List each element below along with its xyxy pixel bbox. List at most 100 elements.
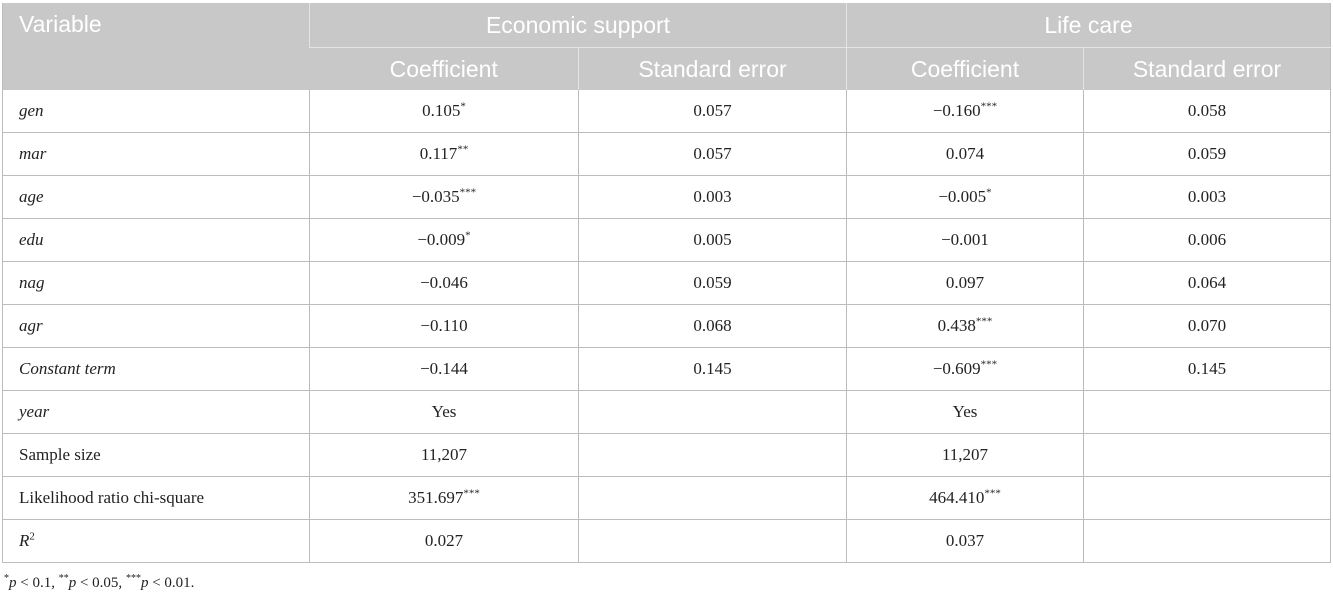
table-row: Constant term −0.144 0.145 −0.609*** 0.145 xyxy=(2,347,1331,391)
lc-coefficient-cell: 0.438*** xyxy=(846,304,1084,348)
table-row: Likelihood ratio chi-square 351.697*** 464… xyxy=(2,476,1331,520)
es-standard-error-cell-value: 0.059 xyxy=(693,273,732,292)
regression-table-container: Variable Economic support Life care Coef… xyxy=(2,3,1331,563)
lc-standard-error-cell-value: 0.059 xyxy=(1187,144,1227,163)
row-label-value: year xyxy=(19,402,50,421)
es-coefficient-cell-value: 351.697 xyxy=(408,488,464,507)
row-label: Sample size xyxy=(2,433,310,477)
row-label-value: Constant term xyxy=(19,359,116,378)
es-coefficient-cell: 11,207 xyxy=(309,433,579,477)
row-label-value: agr xyxy=(19,316,43,335)
lc-coefficient-cell-value: 11,207 xyxy=(941,445,989,464)
es-coefficient-cell-value: −0.009 xyxy=(417,230,466,249)
es-coefficient-cell-value: 0.117 xyxy=(419,144,458,163)
es-standard-error-cell: 0.145 xyxy=(578,347,847,391)
es-standard-error-cell: 0.057 xyxy=(578,132,847,176)
footnote-p-3: p xyxy=(140,575,149,591)
es-coefficient-cell-value: −0.046 xyxy=(420,273,468,292)
lc-standard-error-cell xyxy=(1083,519,1331,563)
es-coefficient-cell-significance: *** xyxy=(459,186,477,199)
row-label: Constant term xyxy=(2,347,310,391)
lc-coefficient-cell-value: 0.037 xyxy=(945,531,985,550)
es-standard-error-cell-value: 0.005 xyxy=(693,230,732,249)
row-label: Likelihood ratio chi-square xyxy=(2,476,310,520)
lc-coefficient-cell: −0.160*** xyxy=(846,90,1084,133)
row-label: edu xyxy=(2,218,310,262)
es-coefficient-cell: −0.144 xyxy=(309,347,579,391)
es-coefficient-cell-value: 11,207 xyxy=(420,445,468,464)
lc-coefficient-cell-value: −0.609 xyxy=(932,359,981,378)
lc-coefficient-cell: −0.001 xyxy=(846,218,1084,262)
header-lc-coefficient: Coefficient xyxy=(846,47,1084,90)
es-coefficient-cell-significance: * xyxy=(465,229,471,242)
es-coefficient-cell: 0.027 xyxy=(309,519,579,563)
header-es-coefficient: Coefficient xyxy=(309,47,579,90)
es-coefficient-cell-value: 0.027 xyxy=(424,531,464,550)
regression-table: Variable Economic support Life care Coef… xyxy=(2,3,1331,563)
lc-standard-error-cell: 0.058 xyxy=(1083,90,1331,133)
row-label-value: edu xyxy=(19,230,44,249)
lc-coefficient-cell-value: 0.097 xyxy=(945,273,985,292)
row-label-value: gen xyxy=(19,101,44,120)
es-standard-error-cell xyxy=(578,433,847,477)
footnote-threshold-3: < 0.01. xyxy=(148,575,195,591)
es-coefficient-cell-significance: * xyxy=(460,100,466,113)
lc-coefficient-cell-significance: *** xyxy=(975,315,993,328)
es-coefficient-cell-value: −0.035 xyxy=(411,187,460,206)
es-coefficient-cell-significance: *** xyxy=(463,487,480,500)
table-row: edu −0.009* 0.005 −0.001 0.006 xyxy=(2,218,1331,262)
lc-standard-error-cell: 0.006 xyxy=(1083,218,1331,262)
es-coefficient-cell: −0.110 xyxy=(309,304,579,348)
es-coefficient-cell: 351.697*** xyxy=(309,476,579,520)
lc-coefficient-cell-value: Yes xyxy=(952,402,978,421)
lc-coefficient-cell-value: −0.001 xyxy=(941,230,989,249)
es-coefficient-cell-value: Yes xyxy=(431,402,457,421)
lc-coefficient-cell-value: 0.074 xyxy=(945,144,985,163)
es-standard-error-cell-value: 0.068 xyxy=(693,316,732,335)
footnote-mark-2: ** xyxy=(58,573,69,584)
es-coefficient-cell-value: 0.105 xyxy=(422,101,461,120)
table-row: agr −0.110 0.068 0.438*** 0.070 xyxy=(2,304,1331,348)
es-standard-error-cell-value: 0.057 xyxy=(693,101,732,120)
lc-standard-error-cell-value: 0.006 xyxy=(1187,230,1227,249)
lc-coefficient-cell-significance: *** xyxy=(980,358,998,371)
lc-coefficient-cell-value: 0.438 xyxy=(937,316,976,335)
row-label-value: R xyxy=(19,531,30,550)
footnote-mark-1: * xyxy=(4,573,9,584)
footnote-threshold-2: < 0.05, xyxy=(76,575,126,591)
lc-standard-error-cell-value: 0.064 xyxy=(1187,273,1227,292)
header-lc-standard-error: Standard error xyxy=(1083,47,1331,90)
table-row: age −0.035*** 0.003 −0.005* 0.003 xyxy=(2,175,1331,219)
row-label: agr xyxy=(2,304,310,348)
lc-standard-error-cell-value: 0.003 xyxy=(1187,187,1227,206)
lc-coefficient-cell: 0.037 xyxy=(846,519,1084,563)
row-label: year xyxy=(2,390,310,434)
row-label-superscript: 2 xyxy=(29,530,35,543)
es-standard-error-cell: 0.057 xyxy=(578,90,847,133)
row-label-value: mar xyxy=(19,144,47,163)
header-es-standard-error: Standard error xyxy=(578,47,847,90)
es-standard-error-cell: 0.068 xyxy=(578,304,847,348)
table-row: mar 0.117** 0.057 0.074 0.059 xyxy=(2,132,1331,176)
lc-standard-error-cell-value: 0.070 xyxy=(1187,316,1227,335)
lc-standard-error-cell xyxy=(1083,476,1331,520)
es-standard-error-cell-value: 0.057 xyxy=(693,144,732,163)
lc-coefficient-cell: 11,207 xyxy=(846,433,1084,477)
row-label-value: nag xyxy=(19,273,45,292)
es-coefficient-cell: −0.009* xyxy=(309,218,579,262)
row-label: nag xyxy=(2,261,310,305)
lc-standard-error-cell: 0.070 xyxy=(1083,304,1331,348)
lc-standard-error-cell xyxy=(1083,390,1331,434)
es-standard-error-cell: 0.003 xyxy=(578,175,847,219)
row-label: R2 xyxy=(2,519,310,563)
es-coefficient-cell-value: −0.110 xyxy=(420,316,468,335)
es-coefficient-cell: Yes xyxy=(309,390,579,434)
footnote-threshold-1: < 0.1, xyxy=(16,575,59,591)
lc-standard-error-cell xyxy=(1083,433,1331,477)
row-label-value: Sample size xyxy=(19,445,101,464)
es-coefficient-cell: −0.035*** xyxy=(309,175,579,219)
significance-footnote: *p < 0.1, **p < 0.05, ***p < 0.01. xyxy=(4,573,195,592)
es-standard-error-cell xyxy=(578,390,847,434)
lc-coefficient-cell-value: −0.160 xyxy=(932,101,981,120)
lc-coefficient-cell-value: −0.005 xyxy=(938,187,987,206)
